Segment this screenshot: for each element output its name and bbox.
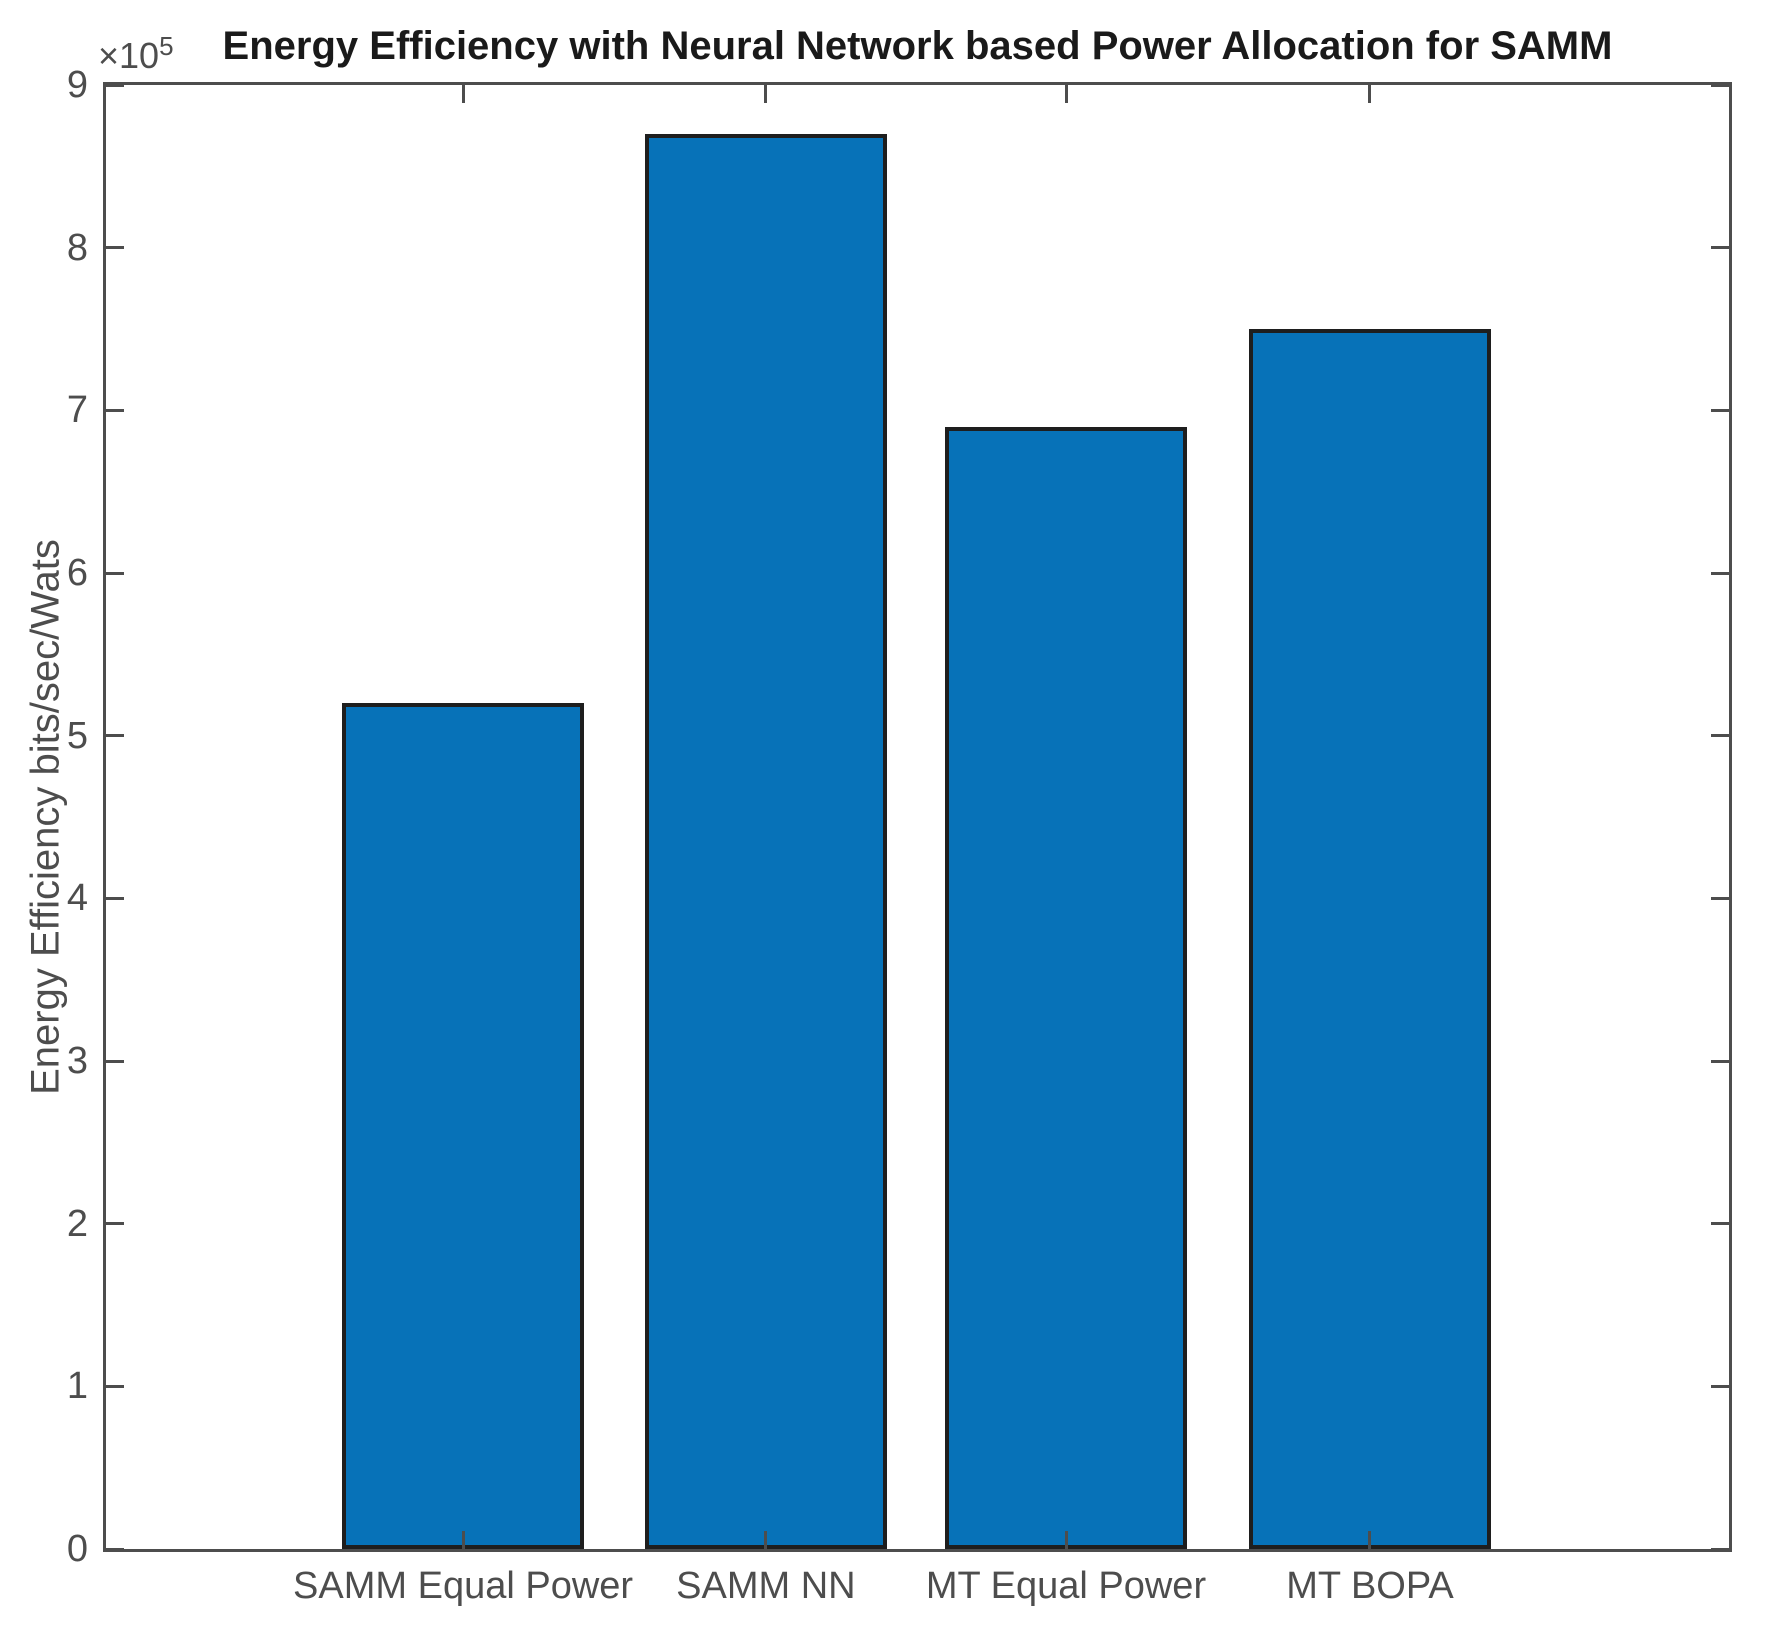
y-tick-label-5: 5	[66, 714, 88, 757]
y-tick-right-6	[1711, 571, 1729, 575]
bar-samm-equal-power	[342, 703, 585, 1549]
y-axis-label: Energy Efficiency bits/sec/Wats	[23, 539, 68, 1095]
y-tick-label-0: 0	[66, 1528, 88, 1570]
x-tick-label-samm-nn: SAMM NN	[676, 1565, 856, 1607]
y-tick-left-4	[106, 896, 124, 900]
plot-area	[103, 82, 1732, 1552]
x-tick-label-samm-equal-power: SAMM Equal Power	[293, 1565, 634, 1607]
y-tick-label-9: 9	[66, 64, 88, 106]
y-tick-left-3	[106, 1059, 124, 1063]
y-tick-left-9	[106, 83, 124, 87]
y-tick-left-1	[106, 1384, 124, 1388]
y-tick-left-8	[106, 246, 124, 250]
bar-mt-bopa	[1248, 329, 1491, 1549]
y-tick-left-7	[106, 408, 124, 412]
y-tick-right-1	[1711, 1384, 1729, 1388]
y-tick-left-2	[106, 1222, 124, 1226]
y-tick-label-6: 6	[66, 552, 88, 594]
y-tick-label-2: 2	[66, 1202, 88, 1245]
y-tick-label-4: 4	[66, 877, 88, 920]
y-tick-label-3: 3	[66, 1040, 88, 1082]
x-tick-label-mt-equal-power: MT Equal Power	[925, 1565, 1207, 1607]
y-tick-right-8	[1711, 246, 1729, 250]
y-tick-right-4	[1711, 896, 1729, 900]
y-tick-right-3	[1711, 1059, 1729, 1063]
y-tick-right-5	[1711, 734, 1729, 738]
y-tick-right-9	[1711, 83, 1729, 87]
x-tick-label-mt-bopa: MT BOPA	[1286, 1565, 1454, 1607]
y-offset-exponent: 5	[159, 31, 174, 61]
x-tick-bottom-mt-equal-power	[1064, 1531, 1068, 1549]
x-tick-top-samm-equal-power	[461, 85, 465, 103]
x-tick-top-mt-equal-power	[1064, 85, 1068, 103]
bar-mt-equal-power	[945, 426, 1187, 1549]
x-tick-top-mt-bopa	[1368, 85, 1372, 103]
y-tick-right-2	[1711, 1222, 1729, 1226]
bar-samm-nn	[644, 133, 887, 1549]
chart-title: Energy Efficiency with Neural Network ba…	[222, 24, 1613, 68]
x-tick-bottom-samm-nn	[764, 1531, 768, 1549]
y-axis-offset-label: ×105	[98, 24, 174, 78]
y-offset-base: ×10	[98, 35, 160, 76]
y-tick-left-6	[106, 571, 124, 575]
y-tick-label-1: 1	[66, 1365, 88, 1408]
x-tick-bottom-samm-equal-power	[461, 1531, 465, 1549]
y-tick-label-7: 7	[66, 389, 88, 432]
y-tick-right-0	[1711, 1547, 1729, 1551]
y-tick-label-8: 8	[66, 226, 88, 269]
y-tick-left-5	[106, 734, 124, 738]
x-tick-bottom-mt-bopa	[1368, 1531, 1372, 1549]
x-tick-top-samm-nn	[764, 85, 768, 103]
y-tick-left-0	[106, 1547, 124, 1551]
y-tick-right-7	[1711, 408, 1729, 412]
